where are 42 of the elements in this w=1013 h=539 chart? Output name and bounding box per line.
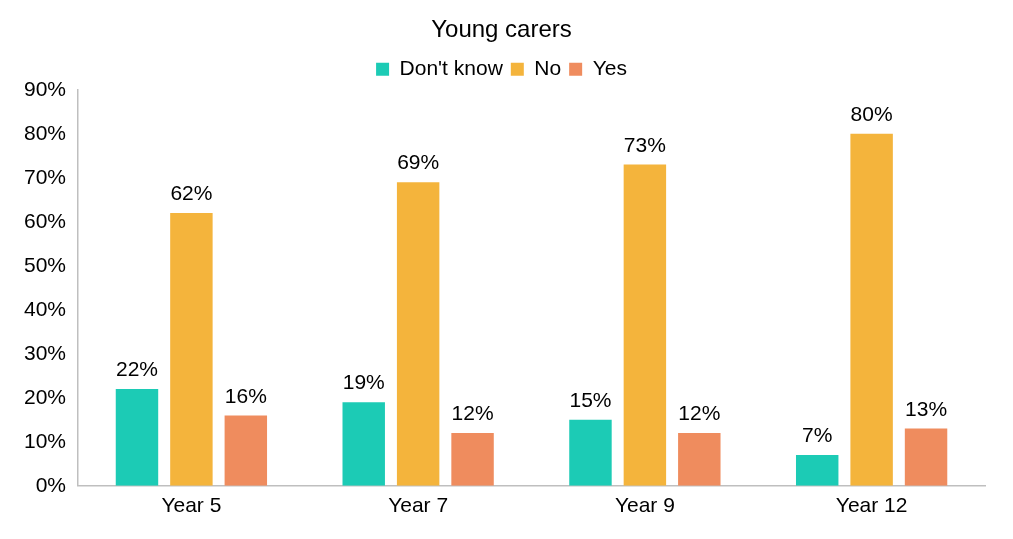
data-label: 16%	[224, 383, 267, 407]
y-tick-label: 10%	[24, 428, 67, 452]
y-tick-label: 40%	[24, 296, 67, 320]
x-tick-label: Year 9	[614, 493, 675, 517]
x-tick-label: Year 7	[388, 493, 449, 517]
data-label: 12%	[678, 401, 721, 425]
bar	[678, 433, 721, 486]
data-label: 13%	[905, 396, 948, 420]
data-label: 12%	[451, 401, 494, 425]
bar	[170, 213, 213, 486]
data-label: 7%	[802, 423, 833, 447]
bar	[224, 415, 268, 486]
bar	[569, 419, 612, 486]
legend-label: No	[534, 56, 562, 80]
bar	[795, 455, 839, 486]
y-tick-label: 80%	[24, 120, 67, 144]
y-tick-label: 30%	[24, 340, 67, 364]
data-label: 22%	[115, 357, 158, 381]
y-tick-label: 0%	[35, 472, 67, 496]
bar	[342, 402, 385, 486]
y-tick-label: 20%	[24, 384, 67, 408]
bar	[451, 433, 494, 486]
y-tick-label: 60%	[24, 208, 67, 232]
y-tick-label: 90%	[24, 76, 67, 100]
bar	[904, 428, 948, 486]
data-label: 19%	[342, 370, 385, 394]
bar	[850, 133, 893, 486]
y-tick-label: 50%	[24, 252, 67, 276]
x-tick-label: Year 12	[835, 493, 908, 517]
legend-label: Don't know	[399, 56, 504, 80]
bar	[115, 389, 159, 486]
bar	[623, 164, 667, 486]
data-label: 62%	[170, 181, 213, 205]
bar	[396, 182, 440, 486]
data-label: 73%	[623, 132, 666, 156]
data-label: 80%	[850, 102, 893, 126]
x-tick-label: Year 5	[161, 493, 222, 517]
data-label: 15%	[569, 388, 612, 412]
data-label: 69%	[397, 150, 440, 174]
chart-title: Young carers	[431, 15, 572, 43]
legend-label: Yes	[592, 56, 627, 80]
y-tick-label: 70%	[24, 164, 67, 188]
